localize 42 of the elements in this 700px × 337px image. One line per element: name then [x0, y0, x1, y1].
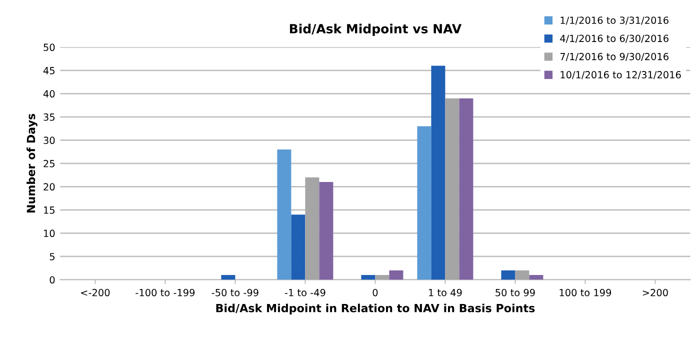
y-tick-label: 35 — [44, 113, 54, 121]
bar — [459, 98, 474, 280]
x-tick-label: -1 to -49 — [284, 288, 326, 296]
bar — [375, 275, 390, 280]
chart-title: Bid/Ask Midpoint vs NAV — [290, 24, 462, 36]
x-tick-label: <-200 — [81, 288, 110, 296]
bar — [305, 177, 320, 280]
y-tick-label: 0 — [50, 276, 55, 284]
bar — [389, 270, 404, 280]
legend-label: 4/1/2016 to 6/30/2016 — [560, 34, 668, 43]
bar — [515, 270, 530, 280]
y-tick-label: 30 — [44, 136, 55, 144]
bar — [319, 182, 334, 280]
x-tick-label: -100 to -199 — [136, 288, 195, 296]
x-tick-label: 100 to 199 — [560, 288, 612, 296]
bar — [277, 149, 292, 280]
y-tick-label: 50 — [44, 44, 55, 52]
x-tick-label: 0 — [372, 288, 378, 296]
x-tick-label: >200 — [642, 288, 668, 296]
x-tick-label: 1 to 49 — [429, 288, 462, 296]
bar — [221, 275, 236, 280]
bar — [291, 214, 306, 280]
bar — [501, 270, 516, 280]
bar — [445, 98, 460, 280]
bar — [361, 275, 376, 280]
y-axis-title: Number of Days — [26, 114, 38, 213]
x-axis-title: Bid/Ask Midpoint in Relation to NAV in Basis Points — [216, 304, 535, 314]
y-tick-label: 20 — [44, 183, 55, 191]
legend-label: 1/1/2016 to 3/31/2016 — [560, 16, 668, 25]
y-tick-label: 45 — [43, 67, 54, 74]
x-tick-label: -50 to -99 — [212, 288, 258, 296]
y-tick-label: 10 — [44, 230, 55, 238]
y-tick-label: 5 — [50, 253, 54, 260]
y-tick-label: 25 — [44, 160, 54, 168]
x-tick-label: 50 to 99 — [496, 288, 535, 296]
legend-label: 10/1/2016 to 12/31/2016 — [560, 71, 681, 80]
y-tick-label: 15 — [44, 206, 54, 214]
y-tick-label: 40 — [43, 90, 55, 98]
bar — [417, 126, 432, 280]
legend-label: 7/1/2016 to 9/30/2016 — [560, 52, 668, 62]
bar — [431, 66, 446, 280]
bar — [529, 275, 544, 280]
